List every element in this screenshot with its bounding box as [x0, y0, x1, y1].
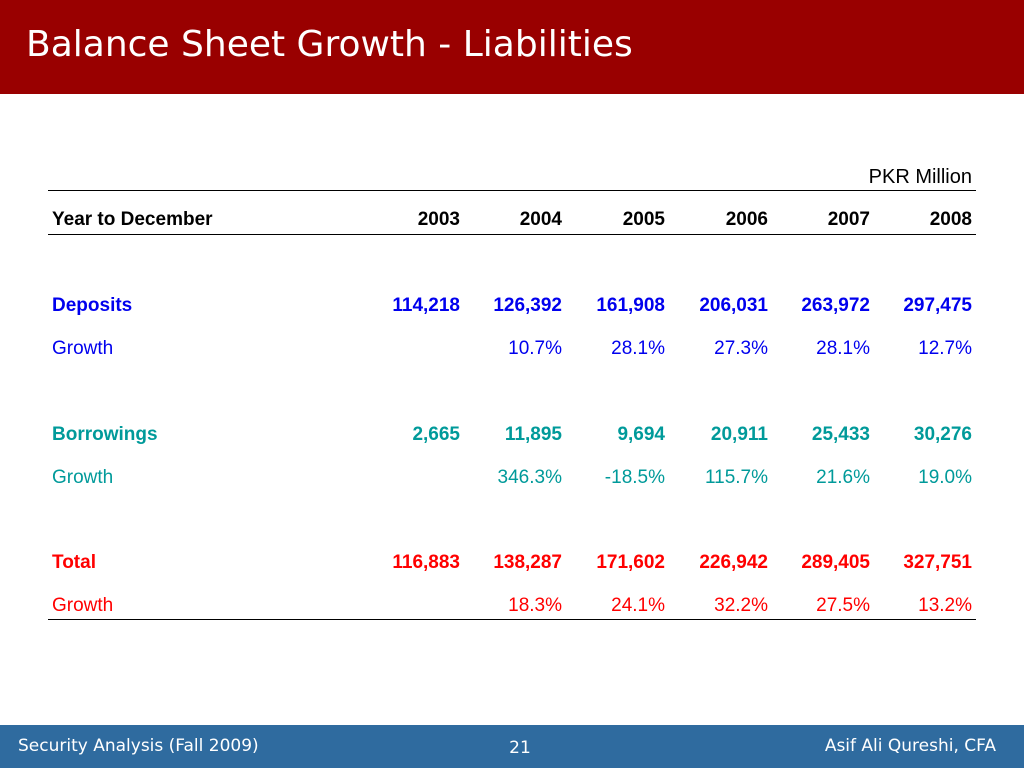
growth-cell: 27.5%: [816, 595, 870, 616]
growth-cell: 19.0%: [918, 467, 972, 488]
growth-cell: 346.3%: [497, 467, 562, 488]
year-cell: 2008: [929, 209, 972, 230]
borrowings-growth-row: Growth 346.3% -18.5% 115.7% 21.6% 19.0%: [52, 467, 972, 493]
deposits-row: Deposits 114,218 126,392 161,908 206,031…: [52, 295, 972, 321]
borrowings-row: Borrowings 2,665 11,895 9,694 20,911 25,…: [52, 424, 972, 450]
value-cell: 2,665: [412, 424, 460, 445]
value-cell: 171,602: [596, 552, 665, 573]
value-cell: 114,218: [392, 295, 460, 316]
borrowings-label: Borrowings: [52, 424, 158, 445]
growth-cell: 115.7%: [704, 467, 768, 488]
header-bottom-rule: [48, 234, 976, 235]
value-cell: 297,475: [903, 295, 972, 316]
table-top-rule: [48, 190, 976, 191]
footer-bar: Security Analysis (Fall 2009) 21 Asif Al…: [0, 725, 1024, 768]
value-cell: 138,287: [493, 552, 562, 573]
growth-cell: 18.3%: [508, 595, 562, 616]
growth-cell: 13.2%: [918, 595, 972, 616]
author-name: Asif Ali Qureshi, CFA: [824, 736, 996, 756]
growth-cell: 24.1%: [611, 595, 665, 616]
year-cell: 2006: [725, 209, 768, 230]
value-cell: 9,694: [617, 424, 665, 445]
year-cell: 2003: [417, 209, 460, 230]
year-cell: 2004: [519, 209, 562, 230]
value-cell: 20,911: [710, 424, 768, 445]
growth-label: Growth: [52, 595, 114, 616]
page-number: 21: [509, 738, 531, 758]
total-row: Total 116,883 138,287 171,602 226,942 28…: [52, 552, 972, 578]
growth-label: Growth: [52, 467, 114, 488]
value-cell: 126,392: [493, 295, 562, 316]
year-cell: 2007: [827, 209, 870, 230]
growth-cell: 32.2%: [714, 595, 768, 616]
deposits-label: Deposits: [52, 295, 133, 316]
value-cell: 289,405: [801, 552, 870, 573]
growth-cell: 21.6%: [816, 467, 870, 488]
units-label: PKR Million: [868, 166, 972, 188]
deposits-growth-row: Growth 10.7% 28.1% 27.3% 28.1% 12.7%: [52, 338, 972, 364]
value-cell: 161,908: [596, 295, 665, 316]
value-cell: 11,895: [504, 424, 562, 445]
total-label: Total: [52, 552, 96, 573]
growth-cell: 10.7%: [508, 338, 562, 359]
growth-cell: 28.1%: [611, 338, 665, 359]
table-header-row: Year to December 2003 2004 2005 2006 200…: [52, 209, 972, 235]
year-cell: 2005: [622, 209, 665, 230]
growth-label: Growth: [52, 338, 114, 359]
value-cell: 30,276: [913, 424, 972, 445]
table-bottom-rule: [48, 619, 976, 620]
title-bar: Balance Sheet Growth - Liabilities: [0, 0, 1024, 94]
header-label: Year to December: [52, 209, 213, 230]
growth-cell: -18.5%: [604, 467, 665, 488]
slide-title: Balance Sheet Growth - Liabilities: [26, 24, 633, 65]
value-cell: 263,972: [801, 295, 870, 316]
growth-cell: 27.3%: [714, 338, 768, 359]
growth-cell: 12.7%: [918, 338, 972, 359]
growth-cell: 28.1%: [816, 338, 870, 359]
value-cell: 25,433: [811, 424, 870, 445]
total-growth-row: Growth 18.3% 24.1% 32.2% 27.5% 13.2%: [52, 595, 972, 621]
value-cell: 116,883: [392, 552, 460, 573]
value-cell: 327,751: [903, 552, 972, 573]
value-cell: 206,031: [699, 295, 768, 316]
value-cell: 226,942: [699, 552, 768, 573]
course-name: Security Analysis (Fall 2009): [18, 736, 259, 756]
